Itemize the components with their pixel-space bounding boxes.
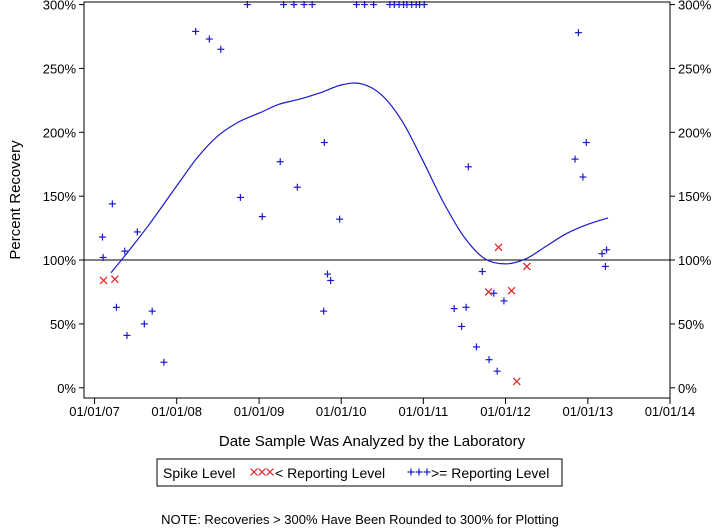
x-marker-b (512, 377, 521, 386)
x-marker-b (522, 262, 531, 271)
x-tick-label: 01/01/13 (563, 404, 614, 419)
above-reporting-point (464, 163, 472, 171)
legend-below-x (250, 468, 258, 476)
above-reporting-point (336, 215, 344, 223)
legend-below-marker (250, 468, 274, 476)
x-tick-label: 01/01/09 (234, 404, 285, 419)
above-reporting-point (603, 246, 611, 254)
legend-below-x (258, 468, 266, 476)
above-reporting-point (478, 268, 486, 276)
x-axis-title: Date Sample Was Analyzed by the Laborato… (219, 433, 526, 450)
above-reporting-point (490, 289, 498, 297)
legend-below-x (266, 468, 274, 476)
above-reporting-point (148, 307, 156, 315)
legend-above-plus (407, 468, 415, 476)
above-reporting-point (450, 305, 458, 313)
above-reporting-point (217, 45, 225, 53)
y-tick-label-left: 250% (43, 61, 77, 76)
x-tick-label: 01/01/12 (480, 404, 531, 419)
above-reporting-point (472, 343, 480, 351)
legend: Spike Level < Reporting Level >= Reporti… (156, 458, 563, 487)
above-reporting-point (108, 200, 116, 208)
y-tick-label-right: 100% (678, 253, 712, 268)
above-reporting-point (493, 367, 501, 375)
x-marker-b (258, 468, 266, 476)
above-reporting-point (458, 322, 466, 330)
y-tick-label-left: 200% (43, 125, 77, 140)
above-reporting-point (571, 155, 579, 163)
above-reporting-point (133, 228, 141, 236)
legend-above-plus (415, 468, 423, 476)
below-reporting-point (507, 286, 516, 295)
above-reporting-point (192, 27, 200, 35)
trend-line (110, 82, 609, 274)
x-marker-b (484, 288, 493, 296)
above-reporting-point (320, 139, 328, 147)
y-tick-label-left: 150% (43, 189, 77, 204)
above-reporting-point (236, 193, 244, 201)
above-reporting-point (276, 158, 284, 166)
below-reporting-point (512, 377, 521, 386)
x-tick-label: 01/01/08 (151, 404, 202, 419)
x-marker-b (494, 243, 503, 252)
above-reporting-point (98, 233, 106, 241)
legend-above-plus (423, 468, 431, 476)
y-axis-title: Percent Recovery (7, 140, 24, 260)
x-tick-label: 01/01/11 (399, 404, 449, 419)
below-reporting-point (484, 288, 493, 296)
above-reporting-point (293, 183, 301, 191)
y-tick-label-left: 100% (43, 253, 77, 268)
above-reporting-point (323, 270, 331, 278)
above-reporting-point (462, 303, 470, 311)
below-reporting-point (110, 275, 119, 284)
y-tick-label-right: 150% (678, 189, 712, 204)
above-reporting-point (574, 29, 582, 37)
above-reporting-point (99, 253, 107, 261)
above-reporting-point (579, 173, 587, 181)
y-tick-label-right: 250% (678, 61, 712, 76)
y-tick-label-right: 300% (678, 0, 712, 13)
x-tick-label: 01/01/14 (645, 404, 696, 419)
above-reporting-point (160, 358, 168, 366)
above-reporting-point (601, 262, 609, 270)
above-reporting-point (205, 35, 213, 43)
x-marker-b (266, 468, 274, 476)
y-tick-label-right: 0% (678, 381, 697, 396)
x-tick-label: 01/01/07 (69, 404, 120, 419)
above-reporting-point (258, 213, 266, 221)
above-reporting-point (123, 331, 131, 339)
above-reporting-point (121, 247, 129, 255)
above-reporting-point (140, 320, 148, 328)
above-reporting-point (485, 356, 493, 364)
x-marker-b (110, 275, 119, 284)
above-reporting-point (112, 303, 120, 311)
below-reporting-point (494, 243, 503, 252)
plot-frame (83, 1, 671, 399)
y-tick-label-left: 300% (43, 0, 77, 13)
x-marker-b (99, 276, 108, 285)
below-reporting-point (522, 262, 531, 271)
legend-above-label: >= Reporting Level (431, 465, 549, 481)
legend-box (156, 458, 563, 487)
y-tick-label-right: 50% (678, 317, 704, 332)
legend-below-label: < Reporting Level (275, 465, 385, 481)
legend-above-marker (407, 468, 431, 476)
above-reporting-point (320, 307, 328, 315)
x-tick-label: 01/01/10 (316, 404, 367, 419)
x-marker-b (250, 468, 258, 476)
legend-title: Spike Level (163, 465, 235, 481)
plotting-note: NOTE: Recoveries > 300% Have Been Rounde… (161, 512, 559, 527)
above-reporting-point (327, 276, 335, 284)
y-tick-label-left: 0% (57, 381, 76, 396)
above-reporting-point (598, 250, 606, 258)
above-reporting-point (582, 139, 590, 147)
below-reporting-point (99, 276, 108, 285)
above-reporting-point (500, 297, 508, 305)
y-tick-label-left: 50% (50, 317, 76, 332)
x-marker-b (507, 286, 516, 295)
y-tick-label-right: 200% (678, 125, 712, 140)
